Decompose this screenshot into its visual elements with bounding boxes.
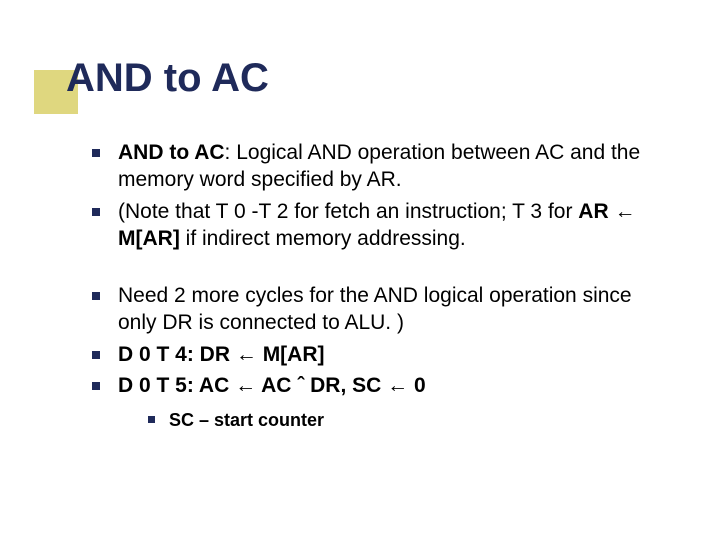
bullet-icon	[92, 149, 100, 157]
bullet-icon	[92, 208, 100, 216]
bullet-item: AND to AC: Logical AND operation between…	[92, 139, 660, 194]
bullet-icon	[148, 416, 155, 423]
bullet-icon	[92, 382, 100, 390]
slide-body: AND to AC: Logical AND operation between…	[92, 139, 660, 433]
bullet-text: D 0 T 4: DR ← M[AR]	[118, 341, 660, 368]
sub-bullet-item: SC – start counter	[148, 409, 660, 432]
bullet-item: Need 2 more cycles for the AND logical o…	[92, 282, 660, 337]
bullet-text: Need 2 more cycles for the AND logical o…	[118, 282, 660, 337]
bullet-item: (Note that T 0 -T 2 for fetch an instruc…	[92, 198, 660, 253]
bullet-text: AND to AC: Logical AND operation between…	[118, 139, 660, 194]
bullet-icon	[92, 351, 100, 359]
bullet-item: D 0 T 4: DR ← M[AR]	[92, 341, 660, 368]
bullet-item: D 0 T 5: AC ← AC ˆ DR, SC ← 0	[92, 372, 660, 399]
bullet-text: D 0 T 5: AC ← AC ˆ DR, SC ← 0	[118, 372, 660, 399]
bullet-text: (Note that T 0 -T 2 for fetch an instruc…	[118, 198, 660, 253]
slide-title: AND to AC	[66, 56, 660, 101]
sub-bullet-text: SC – start counter	[169, 409, 660, 432]
slide: AND to AC AND to AC: Logical AND operati…	[0, 0, 720, 540]
bullet-icon	[92, 292, 100, 300]
